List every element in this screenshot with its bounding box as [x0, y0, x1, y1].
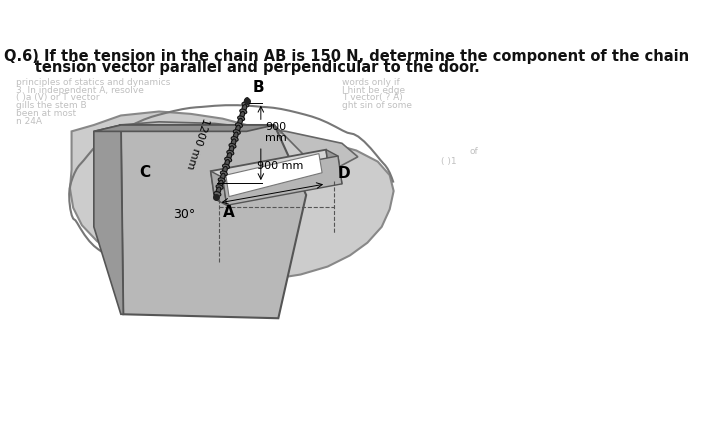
Text: gills the stem B: gills the stem B — [16, 101, 87, 110]
Ellipse shape — [227, 153, 232, 160]
Polygon shape — [121, 125, 306, 318]
Text: T vector( ? A): T vector( ? A) — [342, 93, 403, 102]
Text: 3. In independent A, resolve: 3. In independent A, resolve — [16, 86, 144, 95]
Text: A: A — [223, 205, 235, 220]
Ellipse shape — [221, 171, 227, 176]
Polygon shape — [223, 156, 342, 205]
Ellipse shape — [231, 136, 238, 141]
Polygon shape — [226, 154, 322, 197]
Ellipse shape — [229, 144, 236, 148]
Text: ( )a (V) or T vector: ( )a (V) or T vector — [16, 93, 99, 102]
Polygon shape — [94, 125, 123, 314]
Text: principles of statics and dynamics: principles of statics and dynamics — [16, 78, 171, 87]
Ellipse shape — [238, 116, 245, 121]
Text: D: D — [338, 166, 350, 181]
Text: ght sin of some: ght sin of some — [342, 101, 412, 110]
Text: been at most: been at most — [16, 109, 76, 118]
Polygon shape — [94, 125, 274, 131]
Text: of: of — [470, 147, 478, 156]
Text: tension vector parallel and perpendicular to the door.: tension vector parallel and perpendicula… — [4, 60, 479, 75]
Ellipse shape — [216, 185, 223, 189]
Ellipse shape — [238, 118, 243, 125]
Ellipse shape — [242, 102, 249, 107]
Text: B: B — [253, 80, 264, 95]
Ellipse shape — [233, 132, 238, 139]
Ellipse shape — [219, 180, 223, 187]
Polygon shape — [326, 149, 342, 184]
Ellipse shape — [225, 160, 229, 166]
Text: C: C — [139, 165, 150, 180]
Ellipse shape — [242, 104, 247, 112]
Ellipse shape — [229, 146, 234, 153]
Polygon shape — [70, 112, 393, 281]
Ellipse shape — [240, 109, 247, 114]
Ellipse shape — [223, 164, 230, 169]
Text: n 24A: n 24A — [16, 117, 42, 126]
Text: ( )1: ( )1 — [441, 157, 457, 166]
Ellipse shape — [214, 192, 221, 196]
Ellipse shape — [219, 178, 225, 183]
Ellipse shape — [235, 125, 240, 132]
Ellipse shape — [221, 173, 225, 180]
Ellipse shape — [231, 139, 236, 146]
Text: Q.6) If the tension in the chain AB is 150 N, determine the component of the cha: Q.6) If the tension in the chain AB is 1… — [4, 49, 689, 64]
Text: l hint be edge: l hint be edge — [342, 86, 405, 95]
Ellipse shape — [216, 187, 221, 194]
Ellipse shape — [240, 112, 245, 118]
Polygon shape — [119, 122, 358, 178]
Polygon shape — [211, 171, 226, 205]
Polygon shape — [211, 149, 330, 199]
Text: 30°: 30° — [173, 208, 195, 221]
Ellipse shape — [235, 123, 243, 128]
Text: 900
mm: 900 mm — [265, 122, 286, 144]
Ellipse shape — [225, 157, 232, 162]
Text: 1200 mm: 1200 mm — [184, 117, 210, 171]
Text: 900 mm: 900 mm — [257, 161, 304, 171]
Text: words only if: words only if — [342, 78, 400, 87]
Ellipse shape — [233, 130, 240, 134]
Ellipse shape — [223, 166, 227, 173]
Ellipse shape — [227, 150, 234, 155]
Ellipse shape — [244, 98, 249, 105]
